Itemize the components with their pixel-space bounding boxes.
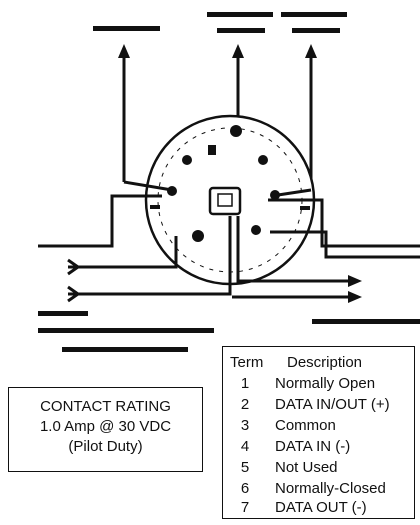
arrowhead-out-2 [348, 291, 362, 303]
term-description: Not Used [275, 459, 338, 476]
term-number: 7 [240, 499, 250, 516]
up-arrow-center-head [232, 44, 244, 58]
header-term: Term [230, 354, 264, 371]
contact-rating-box: CONTACT RATING 1.0 Amp @ 30 VDC (Pilot D… [8, 387, 203, 472]
arrowhead-out-1 [348, 275, 362, 287]
table-row: 5 Not Used [223, 458, 414, 478]
term-number: 3 [240, 417, 250, 434]
bus-bar-bottom-left-1 [38, 311, 88, 316]
table-row: 4 DATA IN (-) [223, 437, 414, 457]
base-terminals [150, 125, 310, 242]
bus-bar-top-center-upper [207, 12, 273, 17]
up-arrow-left-head [118, 44, 130, 58]
term-description: Common [275, 417, 336, 434]
bus-bar-right-1 [312, 319, 420, 324]
arrowhead-in-1 [67, 258, 81, 276]
term-description: DATA IN (-) [275, 438, 351, 455]
center-connector-inner [217, 193, 233, 207]
term-number: 1 [240, 375, 250, 392]
term-number: 2 [240, 396, 250, 413]
bus-bar-top-center-lower [217, 28, 265, 33]
table-row: 6 Normally-Closed [223, 479, 414, 499]
terminal-table: Term Description 1 Normally Open 2 DATA … [222, 346, 415, 519]
table-row: 3 Common [223, 416, 414, 436]
term-number: 4 [240, 438, 250, 455]
term-description: DATA IN/OUT (+) [275, 396, 390, 413]
contact-rating-current: 1.0 Amp @ 30 VDC [39, 418, 172, 435]
arrowhead-in-2 [67, 285, 81, 303]
table-row: 7 DATA OUT (-) [223, 498, 414, 518]
bus-bar-top-right-lower [292, 28, 340, 33]
term-description: Normally Open [275, 375, 376, 392]
contact-rating-title: CONTACT RATING [40, 398, 171, 415]
term-number: 5 [240, 459, 250, 476]
term-number: 6 [240, 480, 250, 497]
up-arrow-right-head [305, 44, 317, 58]
contact-rating-duty: (Pilot Duty) [68, 438, 143, 455]
term-description: Normally-Closed [275, 480, 386, 497]
header-description: Description [287, 354, 363, 371]
bus-bar-bottom-left-3 [62, 347, 188, 352]
table-row: 1 Normally Open [223, 374, 414, 394]
terminal-table-header: Term Description [223, 353, 414, 373]
term-description: DATA OUT (-) [275, 499, 367, 516]
table-row: 2 DATA IN/OUT (+) [223, 395, 414, 415]
bus-bar-top-right-upper [281, 12, 347, 17]
wires [38, 127, 420, 299]
bus-bar-top-left [93, 26, 160, 31]
bus-bar-bottom-left-2 [38, 328, 214, 333]
